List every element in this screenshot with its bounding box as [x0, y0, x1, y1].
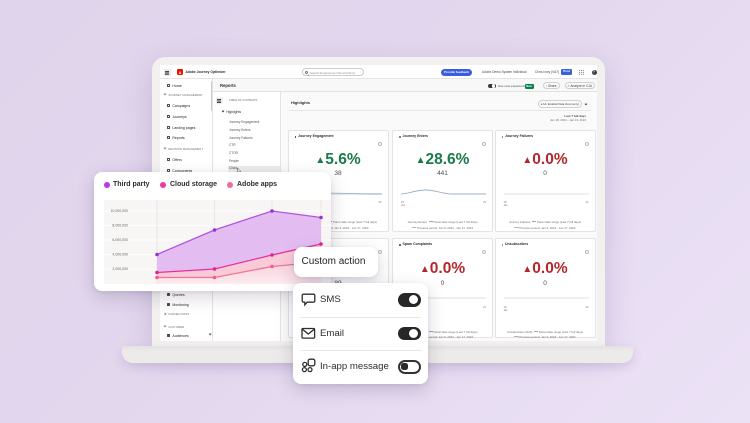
svg-text:6,000,000: 6,000,000	[112, 238, 128, 242]
svg-text:4,000,000: 4,000,000	[112, 253, 128, 257]
svg-text:10,000,000: 10,000,000	[110, 209, 128, 213]
svg-text:8,000,000: 8,000,000	[112, 224, 128, 228]
svg-text:2,000,000: 2,000,000	[112, 267, 128, 271]
